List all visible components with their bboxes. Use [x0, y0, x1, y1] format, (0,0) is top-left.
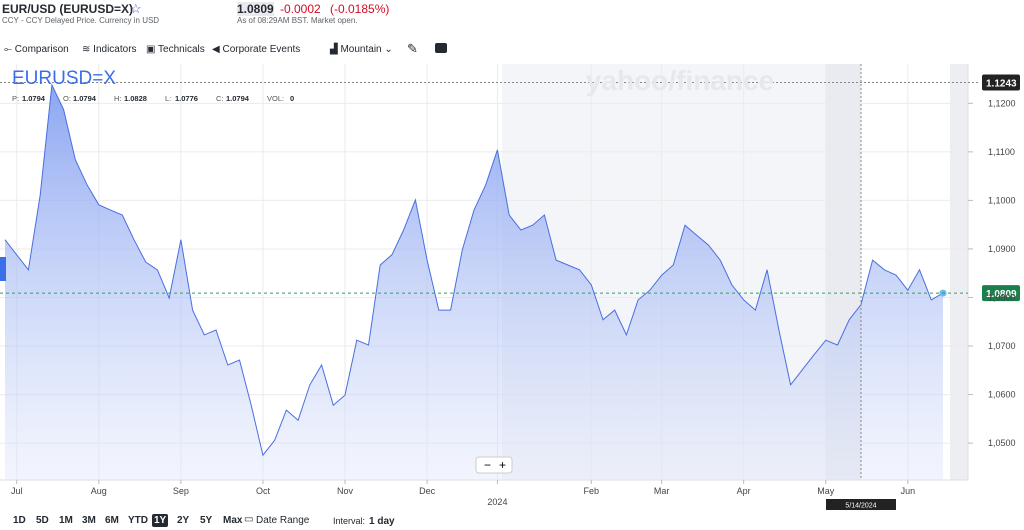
range-button[interactable]: YTD — [128, 515, 148, 526]
crosshair-box — [982, 74, 1020, 91]
x-tick-label: Aug — [91, 486, 107, 496]
draw-tool[interactable]: ✎ — [407, 41, 418, 56]
label: Comparison — [14, 44, 69, 55]
subtitle: CCY - CCY Delayed Price. Currency in USD — [2, 16, 160, 25]
zoom-control[interactable] — [475, 456, 513, 474]
stat-value: 1.0828 — [124, 94, 147, 103]
y-tick-label: 1,0700 — [988, 341, 1016, 351]
stat-value: 0 — [290, 94, 294, 103]
line — [4, 83, 944, 457]
price: 1.0809 — [237, 2, 274, 16]
stat-value: 1.0794 — [226, 94, 250, 103]
chart: 1.0809 1.1243 5/14/2024 yahoo/finance EURU… — [0, 64, 1020, 510]
status: As of 08:29AM BST. Market open. — [237, 16, 358, 25]
y-tick-label: 1,0900 — [988, 244, 1016, 254]
range-button[interactable]: 5D — [36, 515, 49, 526]
y-tick-label: 1,1100 — [988, 147, 1015, 157]
label: Technicals — [158, 44, 205, 55]
toolbar-chart-type[interactable]: ▟ Mountain ⌄ — [330, 44, 393, 55]
crosshair-date-box — [826, 499, 896, 510]
stat-label: P: — [12, 94, 19, 103]
overlay-symbol: EURUSD=X — [12, 68, 116, 89]
last-price-label: 1.0809 — [986, 289, 1017, 300]
settings-icon[interactable] — [435, 43, 447, 53]
date-range[interactable]: Date Range — [256, 515, 310, 526]
range-button[interactable]: 1Y — [152, 514, 169, 527]
stat-label: VOL: — [267, 94, 284, 103]
calendar-icon: ▭ — [244, 514, 254, 525]
x-tick-label: Apr — [737, 486, 751, 496]
crosshair-label: 1.1243 — [986, 78, 1017, 89]
x-tick-label: 2024 — [487, 497, 507, 507]
range-button[interactable]: 6M — [105, 515, 119, 526]
range-button[interactable]: 2Y — [177, 515, 190, 526]
x-tick-label: May — [817, 486, 835, 496]
range-button[interactable]: 1M — [59, 515, 73, 526]
x-tick-label: Feb — [583, 486, 599, 496]
y-tick-label: 1,1000 — [988, 195, 1016, 205]
label: Indicators — [93, 44, 137, 55]
x-tick-label: Dec — [419, 486, 436, 496]
interval-label: Interval: — [333, 516, 366, 526]
area — [5, 84, 943, 481]
stat-value: 1.0794 — [22, 94, 46, 103]
stat-label: C: — [216, 94, 224, 103]
zoom-in[interactable]: + — [499, 458, 506, 472]
session-shade — [950, 64, 968, 480]
crosshair-date: 5/14/2024 — [845, 503, 876, 510]
range-button[interactable]: Max — [223, 515, 243, 526]
stat-value: 1.0794 — [73, 94, 97, 103]
toolbar-comparison[interactable]: ⟜ Comparison — [4, 44, 69, 55]
change: -0.0002 — [280, 2, 321, 16]
side-handle[interactable] — [0, 257, 6, 281]
y-tick-label: 1,0600 — [988, 390, 1016, 400]
last-price-box — [982, 285, 1020, 302]
x-tick-label: Oct — [256, 486, 271, 496]
x-tick-label: Sep — [173, 486, 189, 496]
y-tick-label: 1,1200 — [988, 98, 1016, 108]
stat-label: L: — [165, 94, 171, 103]
stat-value: 1.0776 — [175, 94, 198, 103]
x-tick-label: Jul — [11, 486, 23, 496]
star[interactable]: ☆ — [130, 1, 142, 16]
toolbar-indicators[interactable]: ≋ Indicators — [82, 44, 137, 55]
range-button[interactable]: 3M — [82, 515, 96, 526]
y-tick-label: 1,0800 — [988, 292, 1016, 302]
x-tick-label: Nov — [337, 486, 354, 496]
range-button[interactable]: 5Y — [200, 515, 213, 526]
change-pct: (-0.0185%) — [330, 2, 390, 16]
range-button[interactable]: 1D — [13, 515, 26, 526]
stat-label: O: — [63, 94, 71, 103]
zoom-out[interactable]: − — [484, 458, 491, 472]
footer: 1D 5D 1M 3M 6M YTD 1Y 2Y 5Y Max Date Range ▭ Interva… — [0, 512, 1024, 530]
label: Mountain — [340, 44, 382, 55]
toolbar-technicals[interactable]: ▣ Technicals — [146, 44, 205, 55]
x-tick-label: Jun — [901, 486, 916, 496]
label: Corporate Events — [222, 44, 301, 55]
toolbar-events[interactable]: ◀ Corporate Events — [212, 44, 301, 55]
y-tick-label: 1,0500 — [988, 438, 1016, 448]
watermark: yahoo/finance — [586, 65, 774, 96]
x-tick-label: Mar — [654, 486, 670, 496]
title: EUR/USD (EURUSD=X) — [2, 2, 134, 16]
interval-value[interactable]: 1 day — [369, 516, 395, 527]
stat-label: H: — [114, 94, 122, 103]
